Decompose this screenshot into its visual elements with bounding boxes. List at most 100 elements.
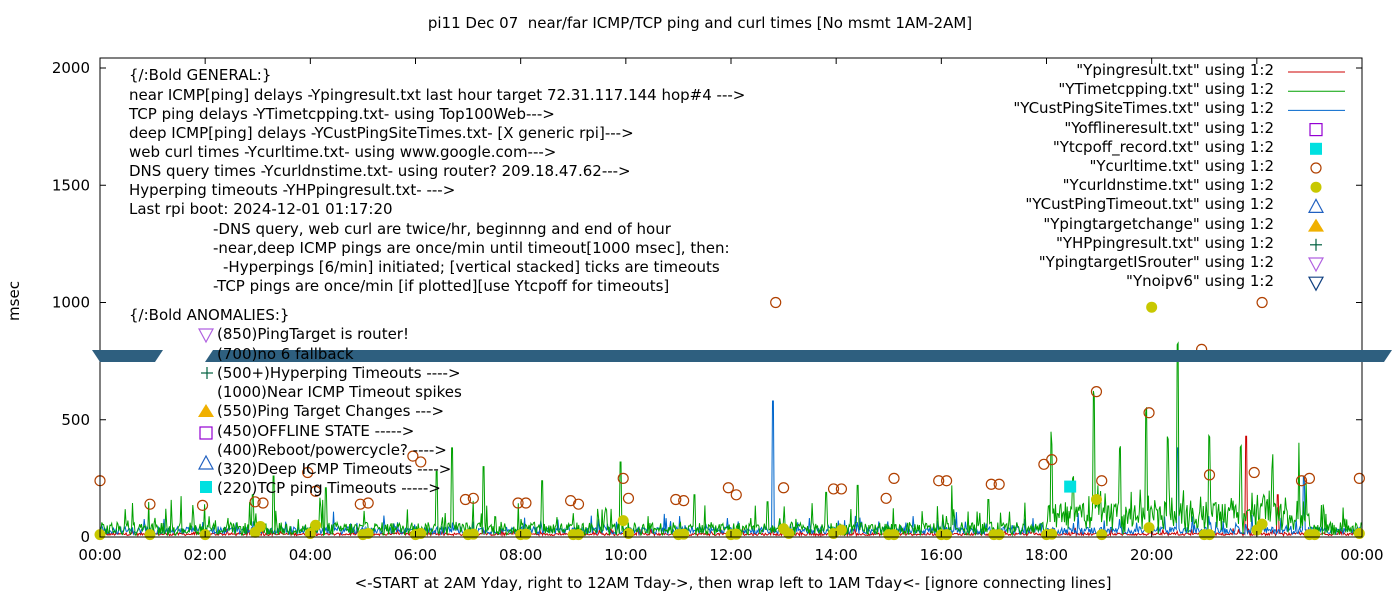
x-tick-label: 14:00 <box>815 546 858 564</box>
x-axis-label: <-START at 2AM Yday, right to 12AM Tday-… <box>354 574 1112 592</box>
data-point <box>1303 472 1316 484</box>
data-point <box>827 483 840 495</box>
data-point <box>678 495 690 507</box>
legend-entry-label: "Ypingtargetchange" using 1:2 <box>1043 214 1274 233</box>
data-point <box>1046 454 1058 466</box>
annotation-line: near ICMP[ping] delays -Ypingresult.txt … <box>129 86 746 104</box>
data-point <box>1256 518 1268 530</box>
data-point <box>1090 386 1103 398</box>
legend-entry-label: "YCustPingTimeout.txt" using 1:2 <box>1025 195 1274 214</box>
annotation-line: (700)no 6 fallback <box>217 345 354 363</box>
data-point <box>467 492 479 504</box>
legend-swatch <box>1310 142 1322 155</box>
legend-swatch <box>1310 181 1322 193</box>
data-point <box>617 472 629 484</box>
data-point <box>1096 529 1108 541</box>
data-point <box>985 478 997 490</box>
y-axis-ticks: 0 500 1000 1500 2000 <box>52 59 1362 546</box>
legend-swatch <box>1307 257 1325 273</box>
axis-break-left <box>92 350 163 362</box>
legend-entry-label: "Ynoipv6" using 1:2 <box>1126 272 1274 291</box>
x-tick-label: 18:00 <box>1025 546 1068 564</box>
data-point <box>144 498 156 510</box>
data-point <box>1064 480 1077 493</box>
data-point <box>678 528 690 540</box>
x-tick-label: 08:00 <box>499 546 542 564</box>
annotation-line: -Hyperpings [6/min] initiated; [vertical… <box>223 258 720 276</box>
x-tick-label: 00:00 <box>1340 546 1383 564</box>
annotation-line: (220)TCP ping Timeouts -----> <box>217 479 441 497</box>
annotation-line: web curl times -Ycurltime.txt- using www… <box>129 143 557 161</box>
data-point <box>249 496 261 508</box>
data-point <box>512 497 524 509</box>
legend-swatch <box>1307 276 1325 292</box>
data-point <box>310 519 322 531</box>
data-point <box>1090 493 1102 505</box>
data-point <box>520 497 532 509</box>
annotation-line: (500+)Hyperping Timeouts ----> <box>217 364 461 382</box>
data-point <box>354 498 366 510</box>
y-tick-label: 1000 <box>52 294 90 312</box>
data-point <box>835 524 847 536</box>
data-point <box>1096 475 1108 487</box>
annotation-line: Last rpi boot: 2024-12-01 01:17:20 <box>129 200 393 218</box>
data-point <box>1143 407 1155 419</box>
annotation-line: -TCP pings are once/min [if plotted][use… <box>213 277 670 295</box>
annotation-line: (320)Deep ICMP Timeouts ----> <box>217 460 452 478</box>
annotation-line: DNS query times -Ycurldnstime.txt- using… <box>129 162 631 180</box>
annotation-line: Hyperping timeouts -YHPpingresult.txt- -… <box>129 181 456 199</box>
data-point <box>1204 529 1216 541</box>
x-tick-label: 22:00 <box>1235 546 1278 564</box>
data-point <box>888 529 900 541</box>
data-point <box>888 472 900 484</box>
legend-entry-label: "Ycurltime.txt" using 1:2 <box>1089 157 1274 175</box>
annotation-symbol <box>197 454 215 470</box>
annotation-line: (1000)Near ICMP Timeout spikes <box>217 383 462 401</box>
y-tick-label: 1500 <box>52 176 90 194</box>
annotation-line: {/:Bold ANOMALIES:} <box>129 306 290 324</box>
annotation-line: deep ICMP[ping] delays -YCustPingSiteTim… <box>129 124 634 142</box>
annotation-line: (850)PingTarget is router! <box>217 325 409 343</box>
annotation-line: (450)OFFLINE STATE -----> <box>217 422 415 440</box>
data-point <box>835 483 848 495</box>
data-point <box>993 478 1005 490</box>
axis-break-band <box>92 350 1392 362</box>
data-point <box>1353 472 1365 484</box>
x-tick-label: 02:00 <box>184 546 227 564</box>
data-point <box>722 482 734 494</box>
y-tick-label: 500 <box>61 411 90 429</box>
y-axis-label: msec <box>4 281 23 321</box>
data-point <box>1143 522 1155 534</box>
data-point <box>617 515 629 527</box>
data-point <box>622 492 635 504</box>
legend-swatch <box>1310 162 1322 174</box>
data-point <box>572 498 585 510</box>
data-point <box>933 475 945 487</box>
data-point <box>309 485 322 497</box>
legend-entry-label: "YpingtargetISrouter" using 1:2 <box>1038 253 1274 271</box>
data-point <box>770 296 782 309</box>
annotation-symbol <box>198 404 214 417</box>
annotation-symbol <box>200 481 212 493</box>
data-point <box>783 527 795 539</box>
data-point <box>730 489 742 501</box>
axis-break-right <box>205 350 1392 362</box>
x-tick-label: 00:00 <box>78 546 121 564</box>
data-point <box>467 528 479 540</box>
data-point <box>993 529 1005 541</box>
legend-swatch <box>1309 122 1323 137</box>
x-tick-label: 06:00 <box>394 546 437 564</box>
legend-entry-label: "YCustPingSiteTimes.txt" using 1:2 <box>1013 99 1274 118</box>
annotation-line: TCP ping delays -YTimetcpping.txt- using… <box>129 105 555 123</box>
data-point <box>565 495 577 507</box>
data-point <box>670 493 682 506</box>
data-point <box>1248 466 1260 479</box>
data-point <box>940 475 953 487</box>
x-axis-ticks: 00:00 02:00 04:00 06:00 08:00 10:00 12:00 14:00… <box>78 58 1384 564</box>
annotation-line: {/:Bold GENERAL:} <box>129 66 272 84</box>
data-point <box>362 527 374 539</box>
annotation-line: -DNS query, web curl are twice/hr, begin… <box>213 220 671 238</box>
data-point <box>196 499 209 511</box>
annotation-symbol <box>197 328 215 344</box>
